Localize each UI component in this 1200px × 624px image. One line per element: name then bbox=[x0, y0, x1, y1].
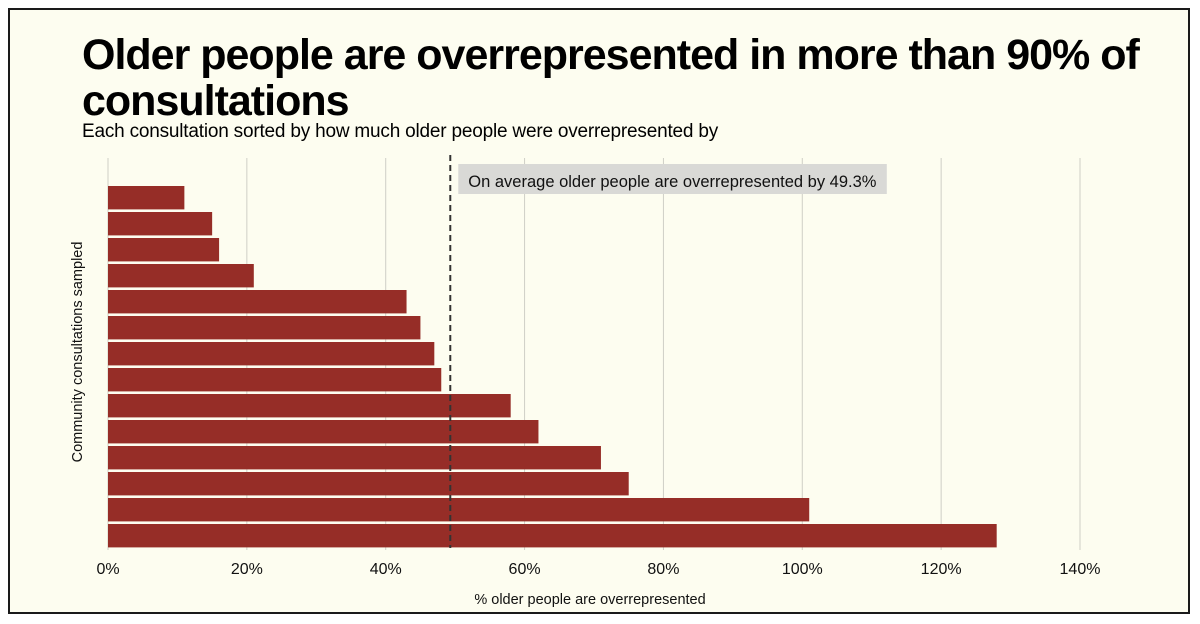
bar bbox=[108, 264, 254, 288]
x-tick-label: 60% bbox=[509, 561, 541, 578]
x-axis-label: % older people are overrepresented bbox=[474, 592, 705, 608]
bar bbox=[108, 212, 213, 236]
bar bbox=[108, 420, 539, 444]
bar bbox=[108, 186, 185, 210]
x-tick-label: 0% bbox=[96, 561, 119, 578]
bar bbox=[108, 394, 511, 418]
bar bbox=[108, 446, 601, 470]
bar bbox=[108, 342, 435, 366]
bar bbox=[108, 472, 629, 496]
chart-title: Older people are overrepresented in more… bbox=[82, 31, 1140, 125]
x-tick-label: 120% bbox=[921, 561, 962, 578]
bar bbox=[108, 368, 442, 392]
bar bbox=[108, 524, 997, 548]
y-axis-label: Community consultations sampled bbox=[70, 242, 86, 463]
x-tick-label: 40% bbox=[370, 561, 402, 578]
bars bbox=[108, 186, 997, 548]
bar bbox=[108, 238, 220, 262]
bar bbox=[108, 498, 810, 522]
average-label-background bbox=[458, 164, 887, 194]
x-tick-label: 100% bbox=[782, 561, 823, 578]
x-tick-label: 140% bbox=[1060, 561, 1101, 578]
bar bbox=[108, 290, 407, 314]
bar bbox=[108, 316, 421, 340]
chart-subtitle: Each consultation sorted by how much old… bbox=[82, 121, 719, 142]
average-label: On average older people are overrepresen… bbox=[468, 173, 877, 191]
x-tick-label: 20% bbox=[231, 561, 263, 578]
x-tick-labels: 0% 20% 40% 60% 80% 100% 120% 140% bbox=[96, 561, 1100, 578]
x-tick-label: 80% bbox=[647, 561, 679, 578]
